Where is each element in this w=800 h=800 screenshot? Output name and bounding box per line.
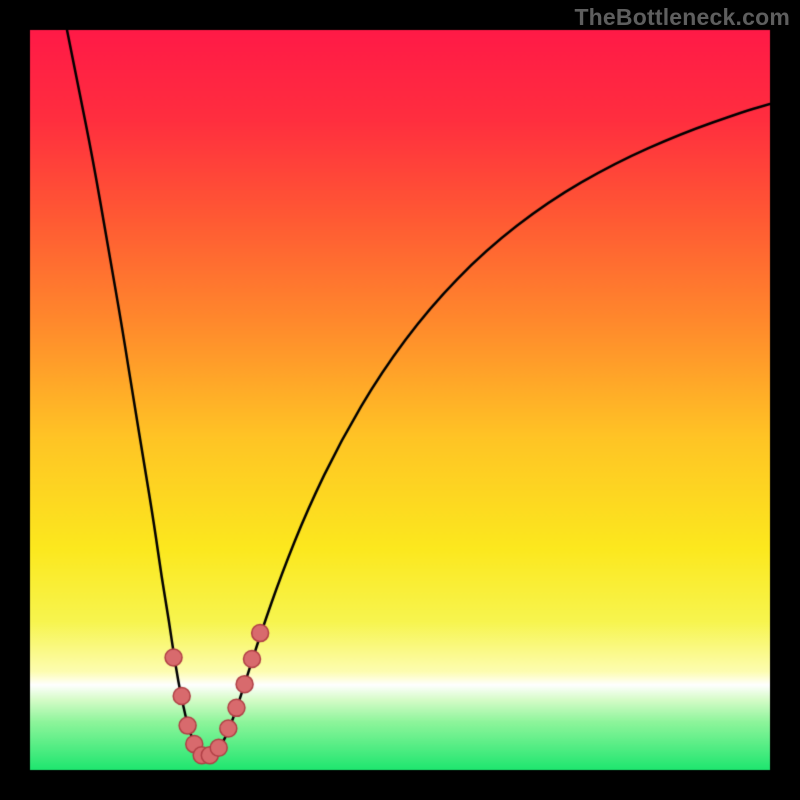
chart-root: TheBottleneck.com (0, 0, 800, 800)
bottleneck-curve-canvas (0, 0, 800, 800)
